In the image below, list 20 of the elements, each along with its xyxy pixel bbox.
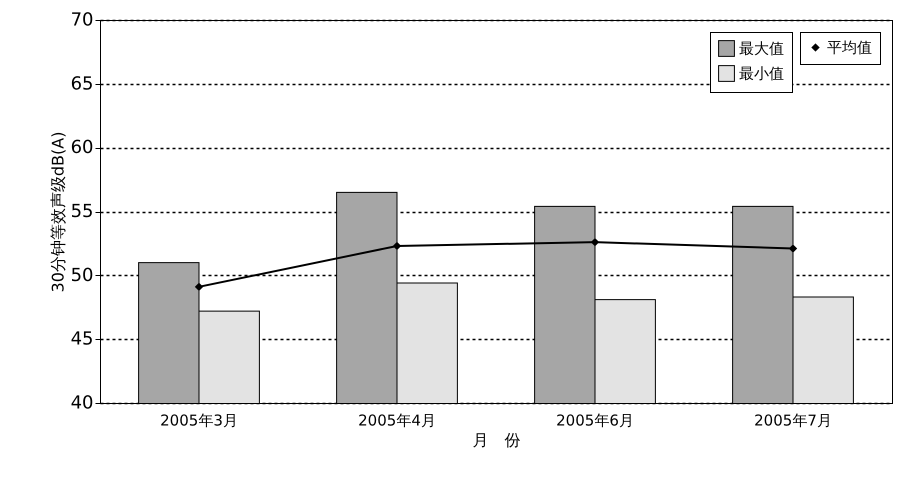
point xyxy=(392,242,402,250)
y-tick-label: 55 xyxy=(70,201,94,222)
point xyxy=(788,244,798,253)
x-tick-label: 2005年7月 xyxy=(754,412,832,430)
legend-label: 最小值 xyxy=(739,64,784,82)
y-tick-label: 65 xyxy=(70,73,94,94)
y-tick-label: 50 xyxy=(70,264,94,286)
point xyxy=(590,238,600,246)
x-tick-label: 2005年3月 xyxy=(160,412,238,430)
legend-label: 平均值 xyxy=(827,38,872,56)
x-tick-label: 2005年6月 xyxy=(556,412,634,430)
x-axis-title: 月 份 xyxy=(472,430,520,450)
x-tick-label: 2005年4月 xyxy=(358,412,436,430)
legend-label: 最大值 xyxy=(739,40,784,58)
y-tick-label: 40 xyxy=(70,392,94,414)
point xyxy=(194,282,204,292)
y-tick-label: 45 xyxy=(70,328,94,350)
y-tick-label: 60 xyxy=(70,137,94,158)
y-axis-title: 30分钟等效声级dB(A) xyxy=(48,132,68,292)
y-tick-label: 70 xyxy=(70,10,94,30)
